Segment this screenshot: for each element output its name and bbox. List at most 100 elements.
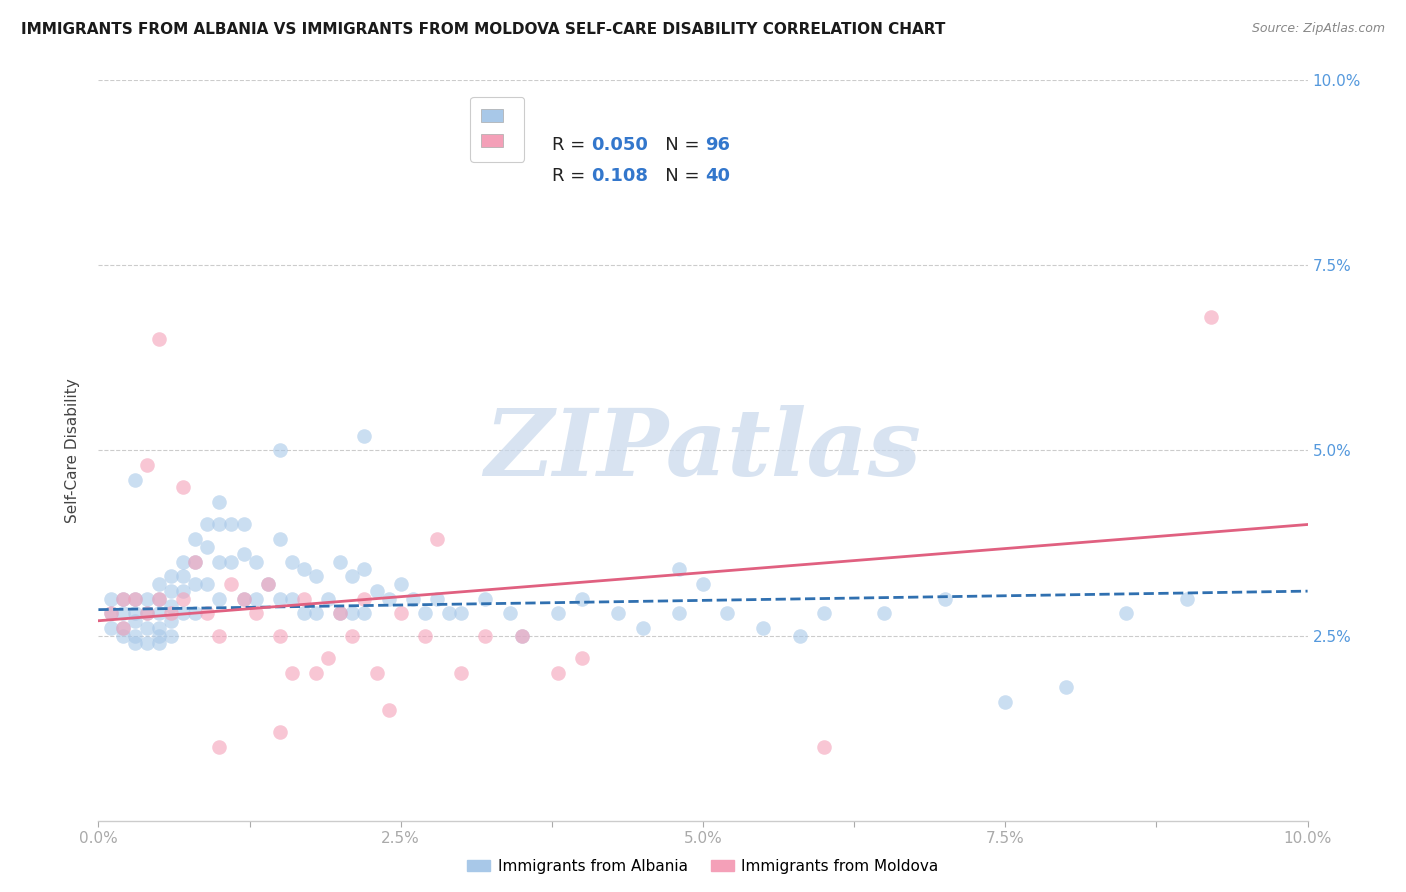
Point xyxy=(232,591,254,606)
Point xyxy=(1115,607,1137,621)
Point xyxy=(184,554,207,569)
Point xyxy=(124,628,146,642)
Point xyxy=(292,591,315,606)
Point xyxy=(789,628,811,642)
Point xyxy=(281,591,304,606)
Point xyxy=(510,628,533,642)
Point xyxy=(160,584,183,599)
Point xyxy=(547,607,569,621)
Text: 40: 40 xyxy=(704,167,730,185)
Point xyxy=(135,636,157,650)
Point xyxy=(124,614,146,628)
Point xyxy=(221,576,243,591)
Point xyxy=(195,517,218,532)
Point xyxy=(172,607,194,621)
Point xyxy=(366,584,388,599)
Point xyxy=(413,607,436,621)
Point xyxy=(111,591,134,606)
Point xyxy=(148,636,170,650)
Text: 0.108: 0.108 xyxy=(591,167,648,185)
Point xyxy=(148,591,170,606)
Point xyxy=(184,607,207,621)
Point xyxy=(269,443,291,458)
Point xyxy=(100,607,122,621)
Point xyxy=(184,576,207,591)
Point xyxy=(692,576,714,591)
Point xyxy=(342,628,364,642)
Point xyxy=(124,591,146,606)
Point xyxy=(342,569,364,583)
Point xyxy=(245,554,267,569)
Point xyxy=(111,591,134,606)
Point xyxy=(498,607,520,621)
Point xyxy=(160,607,183,621)
Point xyxy=(752,621,775,635)
Point xyxy=(148,621,170,635)
Text: R =: R = xyxy=(551,136,591,154)
Point xyxy=(172,481,194,495)
Point xyxy=(292,562,315,576)
Point xyxy=(389,576,412,591)
Point xyxy=(208,628,231,642)
Text: N =: N = xyxy=(648,167,704,185)
Point xyxy=(195,576,218,591)
Point xyxy=(316,650,339,665)
Text: R =: R = xyxy=(551,167,591,185)
Point xyxy=(148,628,170,642)
Point xyxy=(281,665,304,680)
Point xyxy=(221,554,243,569)
Point xyxy=(1199,310,1222,325)
Text: 0.050: 0.050 xyxy=(591,136,648,154)
Point xyxy=(245,591,267,606)
Text: 96: 96 xyxy=(704,136,730,154)
Point xyxy=(437,607,460,621)
Point xyxy=(668,562,690,576)
Point xyxy=(232,547,254,561)
Point xyxy=(474,628,496,642)
Point xyxy=(305,665,328,680)
Point xyxy=(148,576,170,591)
Point xyxy=(607,607,630,621)
Point xyxy=(631,621,654,635)
Point xyxy=(245,607,267,621)
Point xyxy=(389,607,412,621)
Point xyxy=(571,591,593,606)
Y-axis label: Self-Care Disability: Self-Care Disability xyxy=(65,378,80,523)
Point xyxy=(342,607,364,621)
Point xyxy=(232,517,254,532)
Point xyxy=(111,621,134,635)
Point xyxy=(100,621,122,635)
Point xyxy=(184,554,207,569)
Point xyxy=(329,607,352,621)
Point xyxy=(269,591,291,606)
Point xyxy=(256,576,278,591)
Point xyxy=(571,650,593,665)
Legend: Immigrants from Albania, Immigrants from Moldova: Immigrants from Albania, Immigrants from… xyxy=(461,853,945,880)
Point xyxy=(160,599,183,613)
Point xyxy=(292,607,315,621)
Point xyxy=(208,517,231,532)
Point xyxy=(232,591,254,606)
Point xyxy=(256,576,278,591)
Point xyxy=(994,695,1017,709)
Text: IMMIGRANTS FROM ALBANIA VS IMMIGRANTS FROM MOLDOVA SELF-CARE DISABILITY CORRELAT: IMMIGRANTS FROM ALBANIA VS IMMIGRANTS FR… xyxy=(21,22,945,37)
Point xyxy=(510,628,533,642)
Point xyxy=(353,562,375,576)
Point xyxy=(269,533,291,547)
Point xyxy=(160,569,183,583)
Point xyxy=(353,428,375,442)
Point xyxy=(547,665,569,680)
Point xyxy=(353,591,375,606)
Point xyxy=(172,554,194,569)
Text: N =: N = xyxy=(648,136,704,154)
Point xyxy=(281,554,304,569)
Point xyxy=(135,621,157,635)
Point xyxy=(716,607,738,621)
Point xyxy=(873,607,896,621)
Point xyxy=(450,665,472,680)
Point xyxy=(124,591,146,606)
Point xyxy=(135,458,157,473)
Point xyxy=(111,628,134,642)
Point xyxy=(148,332,170,346)
Point xyxy=(450,607,472,621)
